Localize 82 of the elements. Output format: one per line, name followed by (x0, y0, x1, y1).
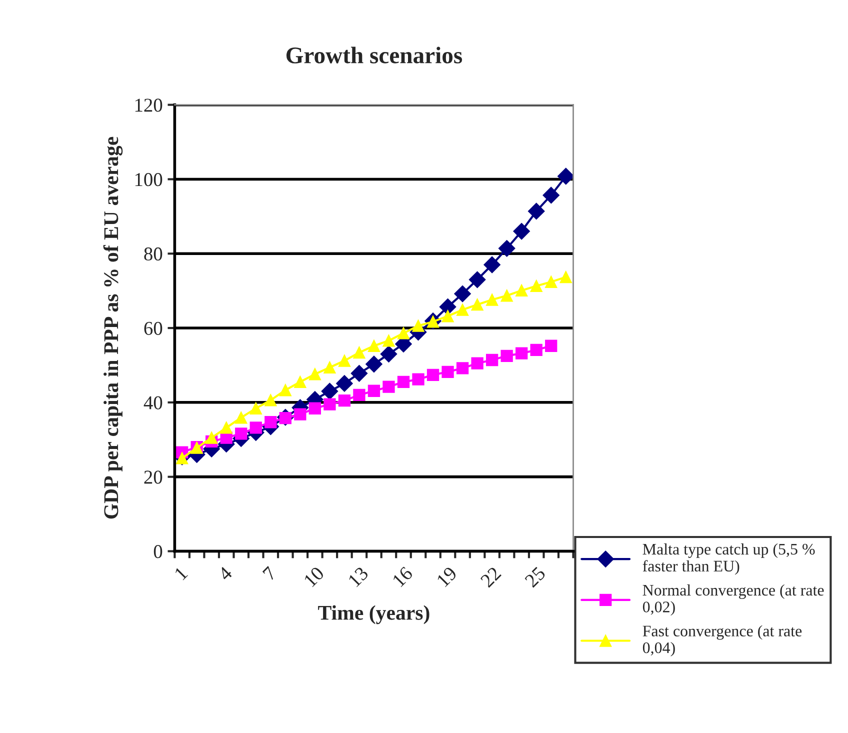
point (439, 298, 456, 316)
point (456, 304, 469, 316)
point (471, 357, 484, 370)
x-tick-label: 13 (348, 566, 369, 588)
point (468, 271, 486, 288)
legend-label: Fast convergence (at rate 0,04) (642, 625, 802, 656)
point (366, 356, 382, 372)
y-tick-label: 40 (144, 396, 162, 410)
point (294, 376, 306, 388)
x-tick-label: 7 (262, 566, 277, 581)
point (338, 354, 351, 367)
chart-title: Growth scenarios (286, 46, 462, 64)
point (264, 416, 277, 428)
point (321, 382, 338, 400)
point (382, 380, 395, 393)
point (412, 320, 424, 332)
point (456, 362, 469, 374)
point (250, 422, 262, 434)
x-tick-label: 16 (392, 566, 414, 588)
y-tick-label: 80 (144, 247, 162, 261)
point (368, 384, 380, 397)
x-tick-label: 19 (436, 566, 458, 588)
point (545, 276, 558, 288)
point (350, 365, 368, 382)
point (353, 346, 366, 359)
point (336, 375, 353, 392)
point (545, 340, 558, 352)
point (516, 284, 528, 297)
point (500, 290, 513, 302)
point (250, 402, 262, 414)
point (264, 394, 277, 406)
point (235, 428, 248, 440)
point (368, 340, 380, 352)
legend-label: Malta type catch up (5,5 % faster than EU) (642, 543, 815, 575)
point (486, 294, 498, 306)
point (324, 361, 336, 374)
point (557, 168, 574, 185)
y-tick-label: 60 (144, 322, 162, 335)
point (442, 366, 454, 378)
point (471, 298, 484, 311)
legend-label: Normal convergence (at rate 0,02) (642, 584, 824, 616)
y-tick-label: 100 (135, 173, 162, 186)
point (235, 412, 248, 424)
point (454, 285, 471, 302)
y-tick-label: 0 (154, 545, 162, 558)
point (560, 270, 572, 284)
point (279, 384, 292, 396)
point (484, 256, 500, 274)
x-axis-title: Time (years) (318, 605, 430, 624)
point (220, 422, 232, 434)
point (412, 373, 424, 386)
point (530, 280, 542, 292)
point (442, 310, 454, 322)
point (500, 350, 513, 362)
point (308, 402, 321, 414)
point (530, 344, 542, 356)
point (397, 327, 410, 340)
point (486, 354, 498, 366)
point (528, 202, 545, 220)
x-tick-label: 22 (480, 566, 502, 588)
point (353, 388, 366, 402)
x-tick-label: 4 (217, 566, 233, 582)
point (397, 376, 410, 388)
point (513, 222, 530, 240)
x-tick-label: 10 (303, 566, 325, 588)
x-tick-label: 1 (174, 566, 188, 580)
point (380, 346, 398, 362)
point (176, 452, 188, 464)
y-axis-title: GDP per capita in PPP as % of EU average (103, 136, 123, 519)
point (206, 432, 218, 444)
point (294, 408, 306, 420)
point (498, 240, 516, 257)
point (324, 398, 336, 410)
point (338, 394, 351, 407)
x-tick-label: 25 (524, 566, 546, 588)
y-tick-label: 120 (135, 98, 162, 112)
point (308, 368, 321, 380)
point (516, 347, 528, 360)
y-tick-label: 20 (144, 470, 162, 484)
point (382, 334, 395, 347)
point (426, 368, 440, 381)
point (542, 186, 560, 204)
